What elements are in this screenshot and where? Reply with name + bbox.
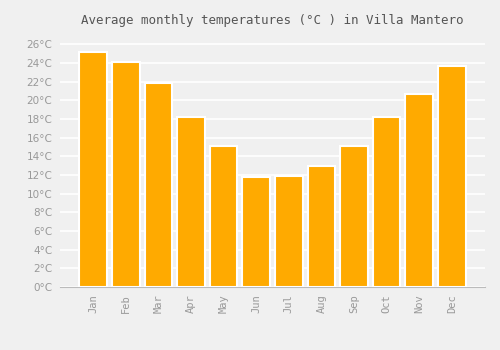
Bar	[340, 146, 368, 287]
Bar	[373, 117, 400, 287]
Title: Average monthly temperatures (°C ) in Villa Mantero: Average monthly temperatures (°C ) in Vi…	[81, 14, 464, 27]
Bar	[112, 62, 140, 287]
Bar	[144, 83, 172, 287]
Bar	[438, 66, 466, 287]
Bar	[177, 117, 205, 287]
Bar	[210, 146, 238, 287]
Bar	[308, 166, 336, 287]
Bar	[275, 176, 302, 287]
Bar	[80, 52, 107, 287]
Bar	[406, 94, 433, 287]
Bar	[242, 177, 270, 287]
